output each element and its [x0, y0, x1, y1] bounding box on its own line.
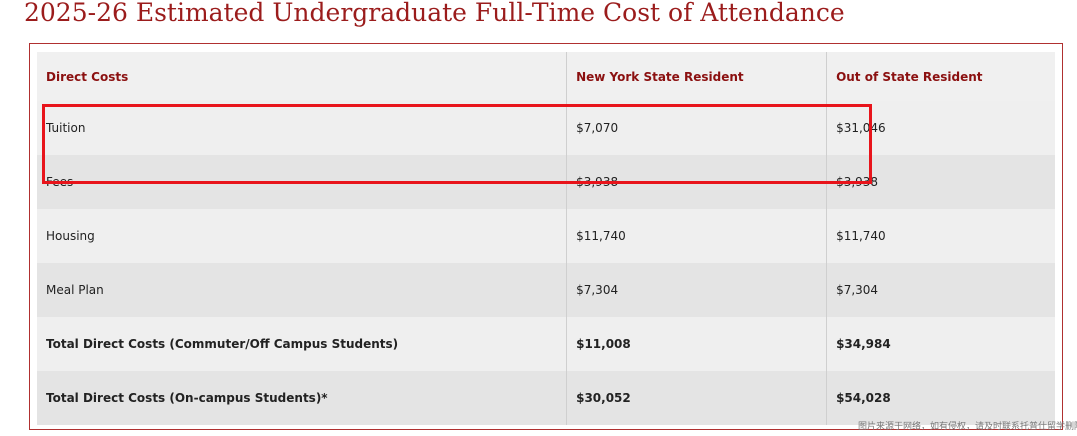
table-cell: $30,052 — [566, 371, 827, 425]
table-frame — [29, 43, 1063, 430]
table-cell: $11,008 — [566, 317, 827, 371]
table-cell: Tuition — [37, 101, 567, 155]
table-cell: $7,304 — [826, 263, 1055, 317]
table-cell: $11,740 — [566, 209, 827, 263]
table-cell: $34,984 — [826, 317, 1055, 371]
table-row: Meal Plan $7,304 $7,304 — [37, 263, 1055, 317]
table-row: Housing $11,740 $11,740 — [37, 209, 1055, 263]
table-cell: Housing — [37, 209, 567, 263]
table-cell: Total Direct Costs (Commuter/Off Campus … — [37, 317, 567, 371]
column-header: Direct Costs — [37, 52, 567, 101]
table-cell: Total Direct Costs (On-campus Students)* — [37, 371, 567, 425]
highlight-box — [42, 104, 872, 184]
table-cell: $7,304 — [566, 263, 827, 317]
cost-table: Direct Costs New York State Resident Out o… — [37, 52, 1055, 425]
table-cell: $31,046 — [826, 101, 1055, 155]
column-header: New York State Resident — [566, 52, 827, 101]
page-title: 2025-26 Estimated Undergraduate Full-Tim… — [24, 0, 845, 27]
table-cell: $54,028 — [826, 371, 1055, 425]
table-cell: $3,938 — [826, 155, 1055, 209]
table-row: Total Direct Costs (Commuter/Off Campus … — [37, 317, 1055, 371]
column-header: Out of State Resident — [826, 52, 1055, 101]
table-cell: $11,740 — [826, 209, 1055, 263]
header-row: Direct Costs New York State Resident Out o… — [37, 52, 1055, 101]
table-row: Total Direct Costs (On-campus Students)*… — [37, 371, 1055, 425]
table-cell: $7,070 — [566, 101, 827, 155]
watermark: 图片来源于网络，如有侵权，请及时联系托普仕留学删除 — [858, 422, 1077, 432]
table-cell: Meal Plan — [37, 263, 567, 317]
table-row: Tuition $7,070 $31,046 — [37, 101, 1055, 155]
